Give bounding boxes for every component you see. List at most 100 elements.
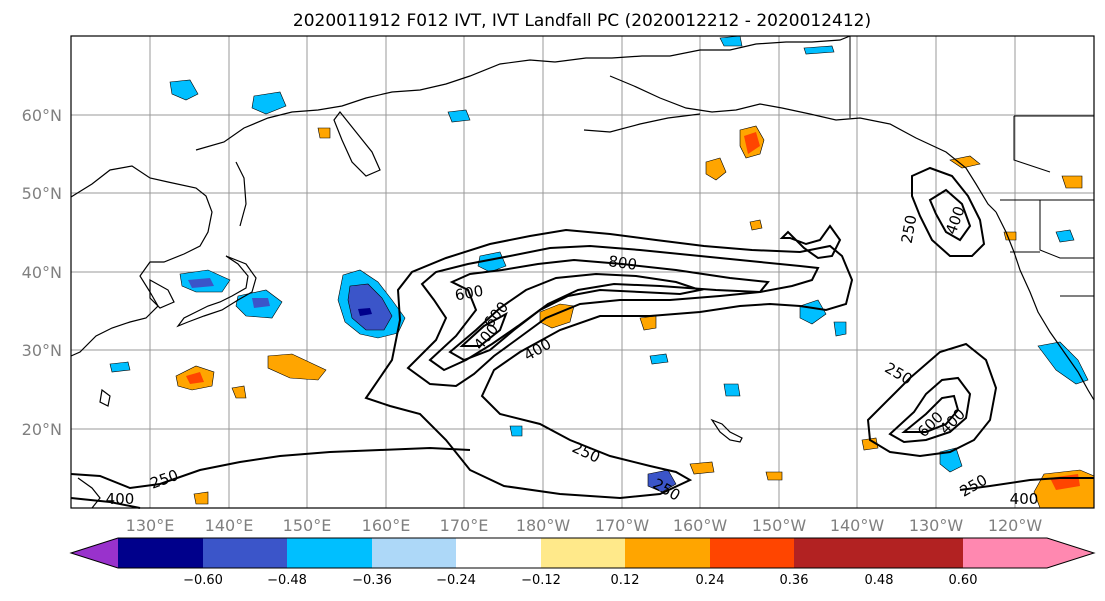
contour-label: 400 [106, 490, 135, 508]
lat-label: 20°N [22, 420, 62, 439]
colorbar-outline [69, 537, 1096, 569]
positive-anomaly-patch [193, 491, 209, 505]
negative-anomaly-patch [1055, 229, 1075, 243]
kamchatka-coastline [333, 111, 381, 177]
lon-label: 140°E [205, 516, 254, 535]
colorbar-segment [118, 538, 203, 568]
positive-anomaly-patch [949, 155, 981, 169]
contour-250-southeast [959, 477, 1094, 491]
positive-anomaly-patch [231, 385, 247, 399]
positive-anomaly-patch [705, 157, 727, 181]
colorbar-segment [541, 538, 625, 568]
positive-anomaly-patch [1061, 175, 1083, 189]
lon-label: 150°E [283, 516, 332, 535]
gridlines [71, 36, 1094, 508]
negative-anomaly-core [188, 278, 214, 288]
longitude-labels: 130°E 140°E 150°E 160°E 170°E 180°W 170°… [126, 516, 1043, 535]
lon-label: 150°W [752, 516, 807, 535]
colorbar-tick-label: 0.24 [696, 573, 725, 588]
colorbar-segment [372, 538, 456, 568]
contour-400-coast [928, 188, 972, 242]
lat-label: 40°N [22, 263, 62, 282]
negative-anomaly-patch [251, 91, 287, 115]
colorbar-segment [203, 538, 287, 568]
negative-anomaly-core [252, 298, 270, 308]
contour-label: 250 [898, 213, 921, 244]
map-title: 2020011912 F012 IVT, IVT Landfall PC (20… [293, 11, 871, 31]
colorbar-segment [710, 538, 794, 568]
contour-1000 [459, 311, 508, 347]
colorbar-tick-label: 0.60 [949, 573, 978, 588]
sakhalin-coastline [235, 161, 247, 227]
negative-anomaly-patch [649, 353, 669, 365]
colorbar-segment [456, 538, 541, 568]
contour-250 [364, 228, 854, 500]
colorbar-tick-label: −0.12 [521, 573, 561, 588]
contour-label: 800 [607, 252, 638, 274]
contour-400 [406, 244, 820, 388]
colorbar-tick-label: 0.48 [865, 573, 894, 588]
positive-anomaly-patch [689, 461, 715, 475]
contour-250-south [70, 446, 471, 490]
colorbar-tick-label: 0.36 [780, 573, 809, 588]
province-border [1013, 116, 1051, 173]
borders [849, 36, 1094, 297]
map-frame [70, 35, 1095, 509]
positive-anomaly-core [744, 132, 760, 154]
lat-label: 50°N [22, 184, 62, 203]
state-border [1039, 200, 1094, 259]
alaska-north-coastline [554, 35, 851, 63]
lon-label: 180°W [516, 516, 571, 535]
positive-anomaly-patch [1033, 469, 1095, 509]
na-west-coastline [995, 211, 1095, 401]
ivt-contours [70, 166, 1094, 509]
colorbar: −0.60 −0.48 −0.36 −0.24 −0.12 0.12 0.24 … [69, 537, 1096, 588]
colorbar-segment [287, 538, 372, 568]
negative-anomaly-patch [723, 383, 741, 397]
positive-anomaly-core [186, 372, 204, 384]
lon-label: 170°E [440, 516, 489, 535]
colorbar-tick-label: −0.60 [183, 573, 223, 588]
positive-anomaly-patch [1003, 231, 1017, 241]
colorbar-tick-label: −0.48 [267, 573, 307, 588]
contour-hook [779, 224, 842, 260]
contour-800 [448, 272, 704, 362]
negative-anomaly-patch [939, 447, 963, 473]
lon-label: 160°W [673, 516, 728, 535]
contour-600-east [901, 394, 960, 433]
positive-anomaly-patch [861, 437, 879, 451]
colorbar-segment [625, 538, 710, 568]
negative-anomaly-patch [477, 251, 507, 273]
colorbar-tick-label: −0.24 [436, 573, 476, 588]
colorbar-segment [879, 538, 963, 568]
contour-400-south [70, 497, 141, 509]
lon-label: 130°W [909, 516, 964, 535]
positive-anomaly-patch [749, 219, 763, 231]
japan-coastline [176, 255, 257, 328]
map-panel: 800 600 600 400 400 250 250 600 400 250 … [70, 35, 1095, 509]
contour-label: 600 [453, 282, 484, 305]
negative-anomaly-patch [803, 45, 835, 55]
contour-label: 400 [1010, 490, 1039, 508]
colorbar-extend-low [71, 538, 118, 568]
positive-anomaly-patch [765, 471, 783, 481]
lat-label: 30°N [22, 341, 62, 360]
negative-anomaly-patch [347, 283, 393, 331]
asia-coastline [70, 165, 213, 357]
negative-anomaly-patch [647, 469, 677, 493]
lon-label: 170°W [595, 516, 650, 535]
positive-anomaly-patch [267, 353, 327, 381]
taiwan-coastline [99, 388, 111, 407]
lat-label: 60°N [22, 106, 62, 125]
lon-label: 160°E [362, 516, 411, 535]
lon-label: 130°E [126, 516, 175, 535]
philippines-coastline [77, 477, 101, 509]
colorbar-tick-label: 0.12 [611, 573, 640, 588]
hawaii-islands [710, 418, 743, 443]
latitude-labels: 60°N 50°N 40°N 30°N 20°N [22, 106, 62, 439]
lon-label: 140°W [830, 516, 885, 535]
colorbar-tick-label: −0.36 [352, 573, 392, 588]
colorbar-segment [794, 538, 879, 568]
negative-anomaly-patch [719, 35, 743, 47]
